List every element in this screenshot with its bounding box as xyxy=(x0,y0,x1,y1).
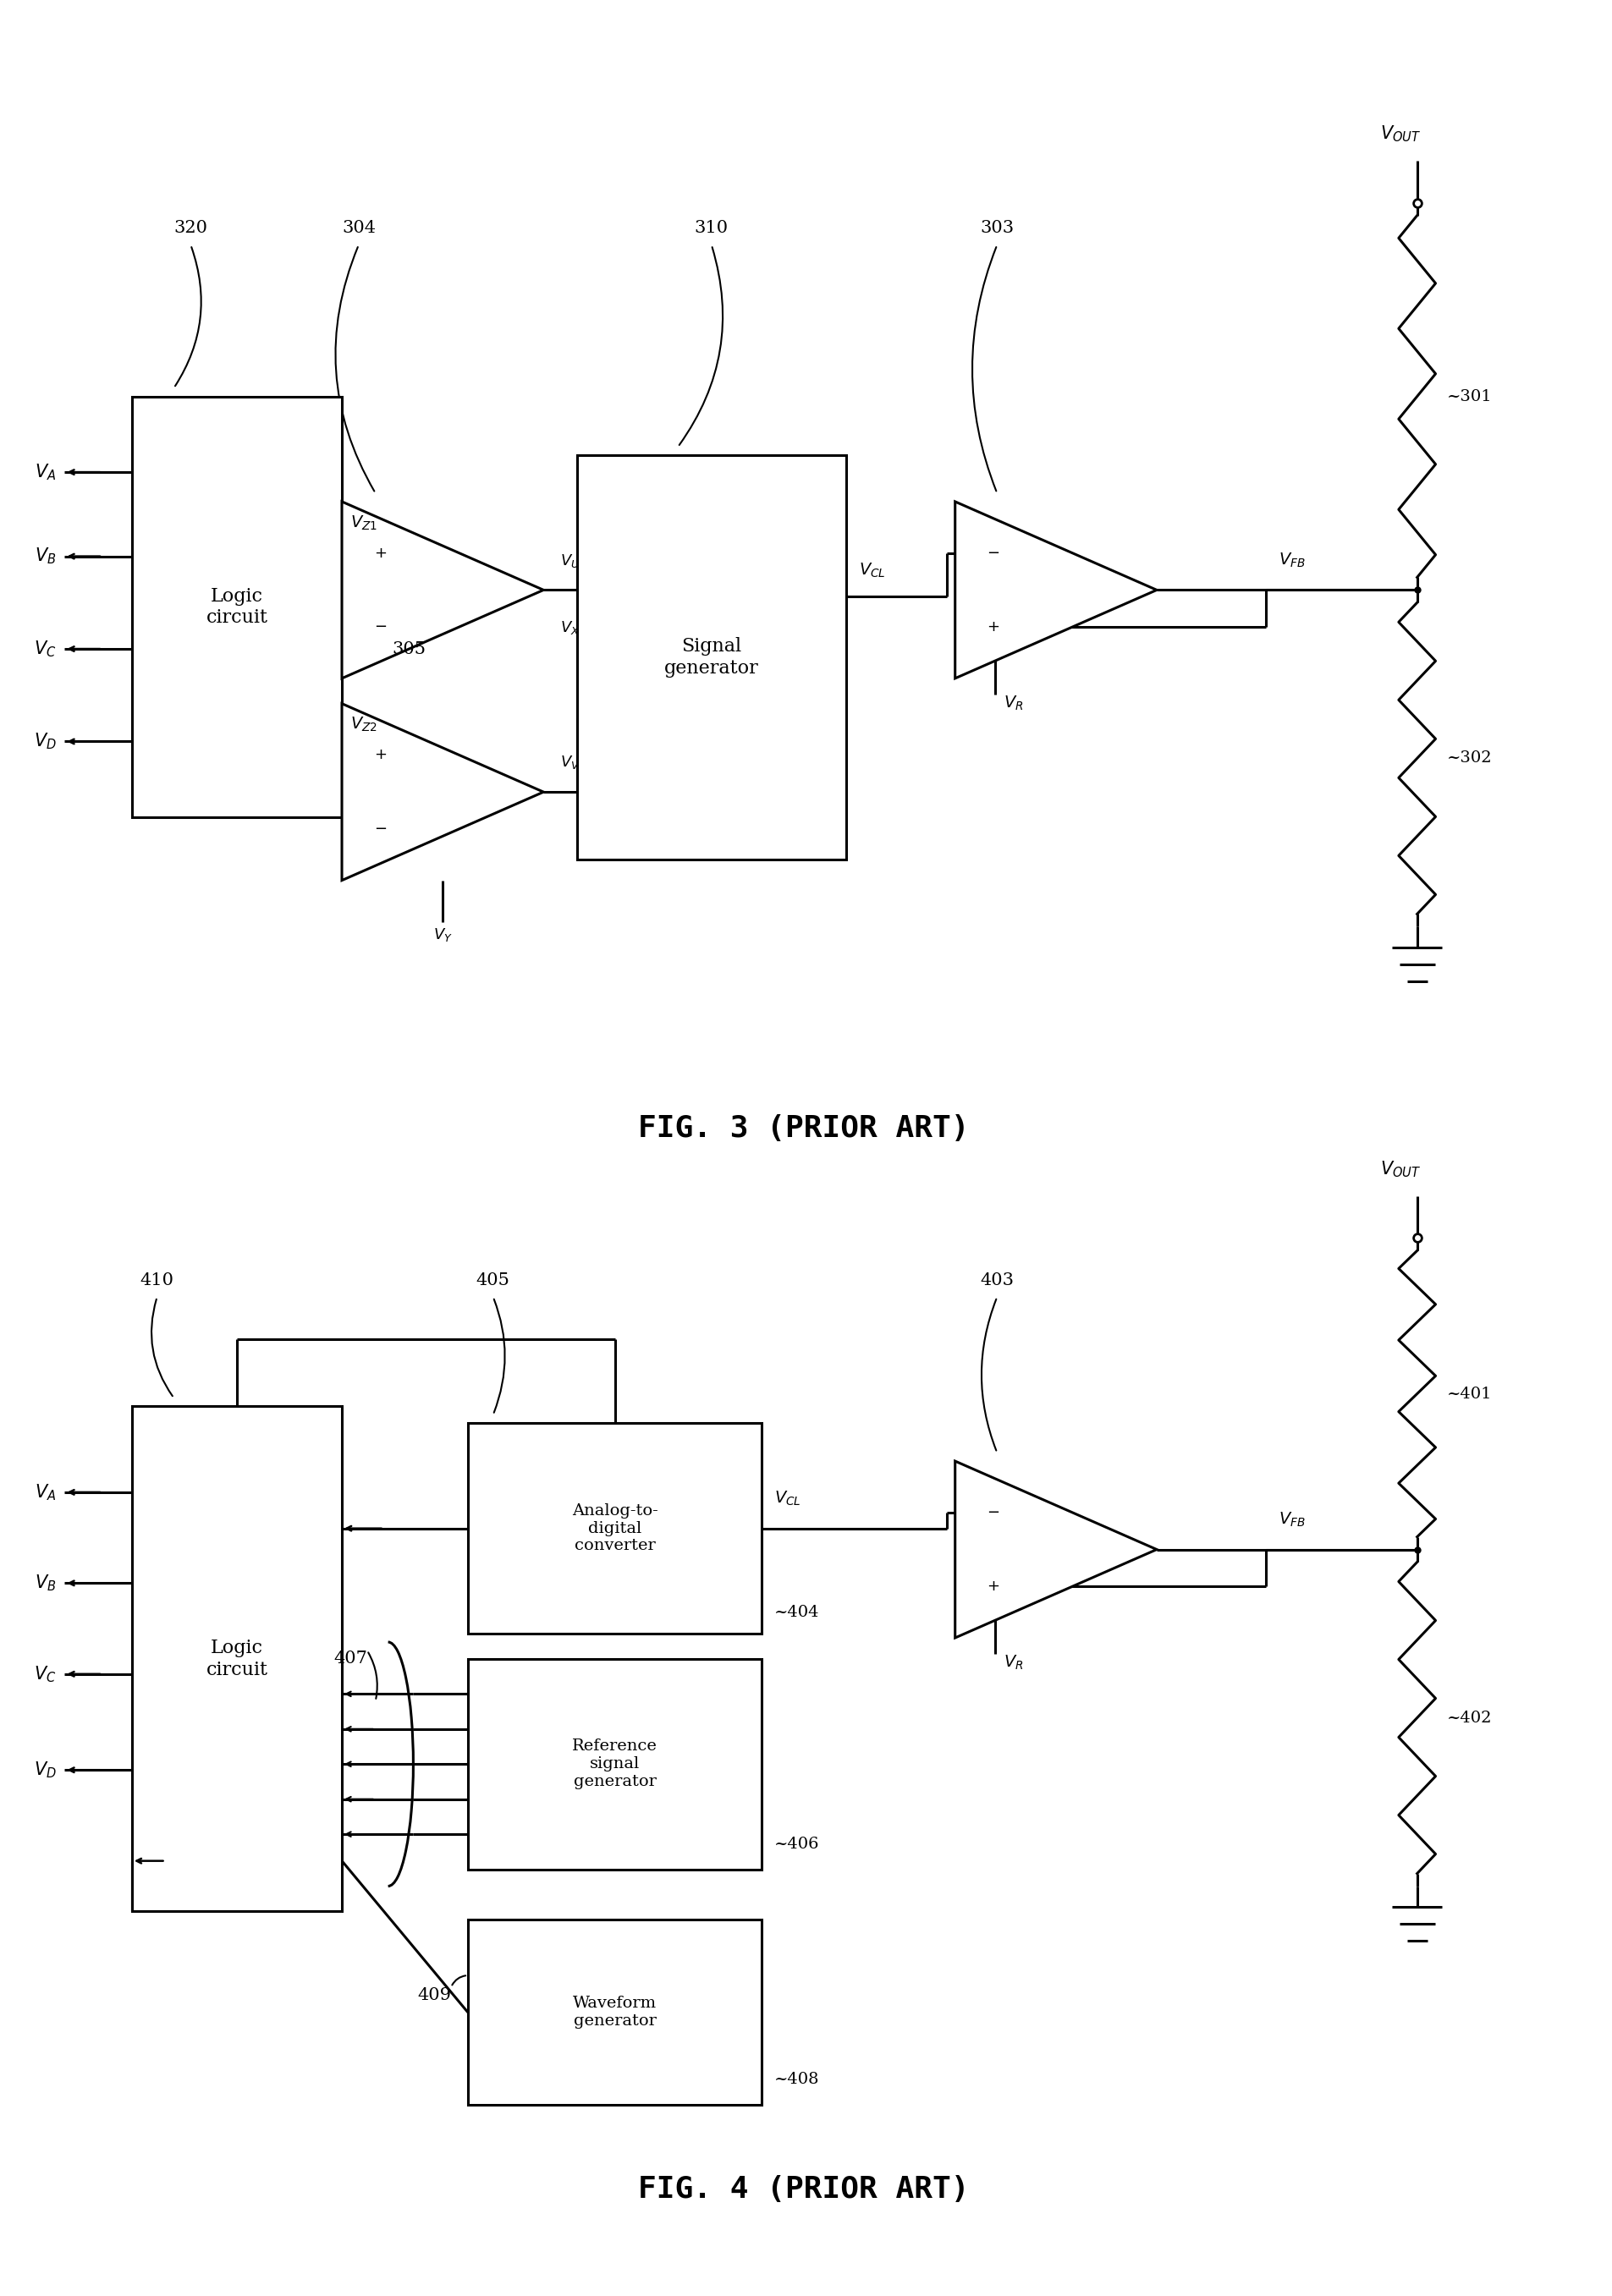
Text: +: + xyxy=(987,1580,999,1593)
Text: 403: 403 xyxy=(980,1272,1014,1288)
Text: FIG. 4 (PRIOR ART): FIG. 4 (PRIOR ART) xyxy=(638,2174,969,2204)
Text: −: − xyxy=(987,544,999,560)
Text: FIG. 3 (PRIOR ART): FIG. 3 (PRIOR ART) xyxy=(638,1114,969,1143)
Text: $V_R$: $V_R$ xyxy=(1004,693,1024,712)
Polygon shape xyxy=(342,501,543,677)
Text: $V_X$: $V_X$ xyxy=(561,620,580,636)
Text: Logic
circuit: Logic circuit xyxy=(206,588,268,627)
Text: $V_{Z1}$: $V_{Z1}$ xyxy=(350,514,377,533)
Bar xyxy=(467,1660,762,1869)
Text: $V_D$: $V_D$ xyxy=(34,732,56,751)
Text: $V_{FB}$: $V_{FB}$ xyxy=(1278,1511,1306,1529)
Text: 405: 405 xyxy=(476,1272,509,1288)
Text: Reference
signal
generator: Reference signal generator xyxy=(572,1738,658,1789)
Text: $V_V$: $V_V$ xyxy=(561,753,580,771)
Text: $V_B$: $V_B$ xyxy=(35,546,56,567)
Text: ~402: ~402 xyxy=(1446,1711,1491,1724)
Text: $V_{FB}$: $V_{FB}$ xyxy=(1278,551,1306,569)
Text: 310: 310 xyxy=(695,220,729,236)
Text: $V_C$: $V_C$ xyxy=(34,638,56,659)
Polygon shape xyxy=(954,501,1157,677)
Bar xyxy=(577,455,846,859)
Text: $V_C$: $V_C$ xyxy=(34,1665,56,1683)
Text: $V_{OUT}$: $V_{OUT}$ xyxy=(1380,124,1420,145)
Text: 304: 304 xyxy=(342,220,376,236)
Text: $V_A$: $V_A$ xyxy=(35,461,56,482)
Text: ~301: ~301 xyxy=(1446,388,1491,404)
Text: $V_B$: $V_B$ xyxy=(35,1573,56,1593)
Text: $V_R$: $V_R$ xyxy=(1004,1653,1024,1671)
Text: 303: 303 xyxy=(980,220,1014,236)
Text: −: − xyxy=(374,620,387,634)
Text: ~404: ~404 xyxy=(774,1605,821,1621)
Text: ~406: ~406 xyxy=(774,1837,821,1851)
Text: 409: 409 xyxy=(418,1988,451,2004)
Bar xyxy=(467,1424,762,1635)
Text: Analog-to-
digital
converter: Analog-to- digital converter xyxy=(572,1504,658,1554)
Bar xyxy=(467,1919,762,2105)
Text: +: + xyxy=(374,544,387,560)
Text: ~401: ~401 xyxy=(1446,1387,1491,1401)
Text: $V_D$: $V_D$ xyxy=(34,1761,56,1779)
Text: 305: 305 xyxy=(392,641,426,657)
Bar xyxy=(132,1407,342,1910)
Text: $V_Y$: $V_Y$ xyxy=(434,928,453,944)
Text: −: − xyxy=(987,1504,999,1520)
Text: $V_{CL}$: $V_{CL}$ xyxy=(774,1490,801,1508)
Text: +: + xyxy=(987,620,999,634)
Text: $V_U$: $V_U$ xyxy=(561,551,580,569)
Text: 407: 407 xyxy=(334,1651,368,1667)
Text: Waveform
generator: Waveform generator xyxy=(572,1995,656,2030)
Text: ~408: ~408 xyxy=(774,2071,821,2087)
Text: +: + xyxy=(374,746,387,762)
Text: 410: 410 xyxy=(140,1272,174,1288)
Text: Signal
generator: Signal generator xyxy=(664,638,759,677)
Text: Logic
circuit: Logic circuit xyxy=(206,1639,268,1678)
Bar xyxy=(132,397,342,817)
Text: $V_{CL}$: $V_{CL}$ xyxy=(859,563,885,581)
Text: ~302: ~302 xyxy=(1446,751,1491,767)
Text: −: − xyxy=(374,822,387,836)
Polygon shape xyxy=(342,703,543,879)
Text: $V_{OUT}$: $V_{OUT}$ xyxy=(1380,1159,1420,1180)
Text: 320: 320 xyxy=(174,220,208,236)
Polygon shape xyxy=(954,1460,1157,1637)
Text: $V_{Z2}$: $V_{Z2}$ xyxy=(350,716,377,735)
Text: $V_A$: $V_A$ xyxy=(35,1483,56,1502)
